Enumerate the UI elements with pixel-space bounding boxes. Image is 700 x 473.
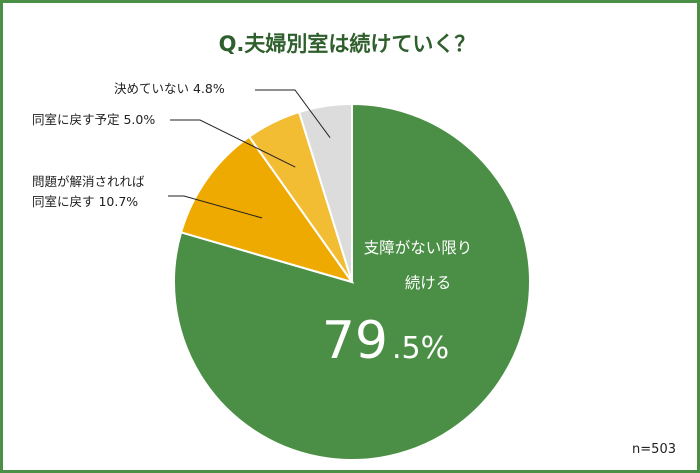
leader-line-1 xyxy=(168,195,263,219)
slice-label-main-line2: 続ける xyxy=(405,274,452,292)
slice-label-1-line2: 同室に戻す 10.7% xyxy=(32,194,138,209)
leader-line-3 xyxy=(255,89,331,138)
slice-label-1-line1: 問題が解消されれば xyxy=(32,174,145,189)
pie-slice-1 xyxy=(179,135,355,284)
slice-label-3-line1: 決めていない 4.8% xyxy=(114,81,225,96)
slice-value-main-decimal: .5% xyxy=(392,331,449,366)
leader-line-2 xyxy=(170,119,296,168)
pie-slice-3 xyxy=(297,102,353,283)
slice-label-main-line1: 支障がない限り xyxy=(364,239,473,257)
slice-value-main: 79 xyxy=(322,311,388,371)
slice-label-2-line1: 同室に戻す予定 5.0% xyxy=(32,112,155,127)
sample-size-label: n=503 xyxy=(632,442,676,457)
chart-title: Q.夫婦別室は続けていく？ xyxy=(218,32,476,56)
